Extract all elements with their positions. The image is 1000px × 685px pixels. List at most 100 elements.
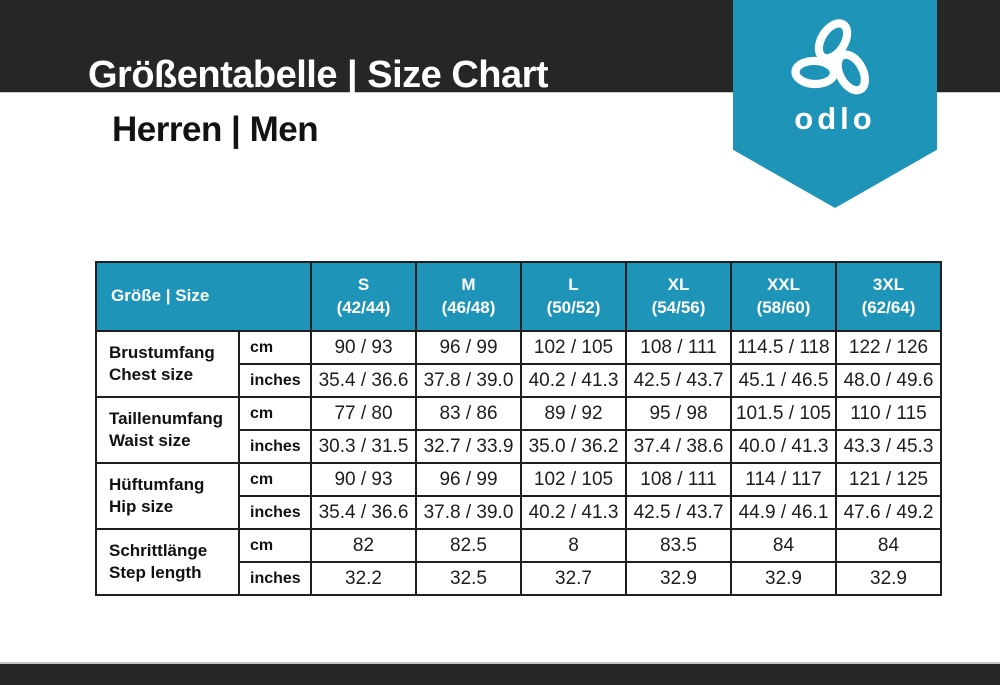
unit-cell: inches [238,495,312,530]
value-cell: 35.4 / 36.6 [310,363,417,398]
value-cell: 101.5 / 105 [730,396,837,431]
value-cell: 37.8 / 39.0 [415,363,522,398]
value-cell: 83.5 [625,528,732,563]
value-cell: 32.2 [310,561,417,596]
bottom-band [0,662,1000,685]
value-cell: 82 [310,528,417,563]
value-cell: 89 / 92 [520,396,627,431]
corner-header: Größe | Size [95,261,312,332]
size-table: Größe | Size S (42/44) M (46/48) L (50/5… [95,261,942,596]
size-column-header-xxl: XXL (58/60) [730,261,837,332]
value-cell: 44.9 / 46.1 [730,495,837,530]
value-cell: 42.5 / 43.7 [625,495,732,530]
value-cell: 102 / 105 [520,462,627,497]
size-label: L [568,274,579,294]
value-cell: 32.9 [625,561,732,596]
size-label: S [357,274,370,294]
value-cell: 82.5 [415,528,522,563]
size-range: (62/64) [861,297,916,317]
value-cell: 45.1 / 46.5 [730,363,837,398]
size-column-header-l: L (50/52) [520,261,627,332]
section-label-hip: Hüftumfang Hip size [95,462,240,530]
value-cell: 95 / 98 [625,396,732,431]
value-cell: 32.9 [730,561,837,596]
size-range: (42/44) [336,297,391,317]
table-row: inches 35.4 / 36.6 37.8 / 39.0 40.2 / 41… [96,495,942,530]
value-cell: 37.8 / 39.0 [415,495,522,530]
section-label-de: Hüftumfang [109,474,205,494]
size-range: (46/48) [441,297,496,317]
value-cell: 35.0 / 36.2 [520,429,627,464]
page-subtitle: Herren | Men [112,110,319,149]
size-label: XL [667,274,690,294]
value-cell: 102 / 105 [520,330,627,365]
value-cell: 121 / 125 [835,462,942,497]
value-cell: 32.7 / 33.9 [415,429,522,464]
value-cell: 32.5 [415,561,522,596]
table-header-row: Größe | Size S (42/44) M (46/48) L (50/5… [95,261,942,332]
size-column-header-m: M (46/48) [415,261,522,332]
value-cell: 40.2 / 41.3 [520,363,627,398]
unit-cell: inches [238,363,312,398]
table-row: Hüftumfang Hip size cm 90 / 93 96 / 99 1… [95,462,942,530]
section-label-waist: Taillenumfang Waist size [95,396,240,464]
value-cell: 48.0 / 49.6 [835,363,942,398]
section-label-en: Waist size [109,431,191,450]
section-label-de: Brustumfang [109,342,215,362]
section-label-chest: Brustumfang Chest size [95,330,240,398]
unit-cell: inches [238,429,312,464]
unit-cell: cm [238,528,312,563]
table-row: inches 30.3 / 31.5 32.7 / 33.9 35.0 / 36… [96,429,942,464]
value-cell: 122 / 126 [835,330,942,365]
size-range: (50/52) [546,297,601,317]
value-cell: 96 / 99 [415,462,522,497]
value-cell: 32.9 [835,561,942,596]
value-cell: 90 / 93 [310,330,417,365]
value-cell: 110 / 115 [835,396,942,431]
size-column-header-xl: XL (54/56) [625,261,732,332]
value-cell: 35.4 / 36.6 [310,495,417,530]
table-row: Schrittlänge Step length cm 82 82.5 8 83… [95,528,942,596]
table-row: Taillenumfang Waist size cm 77 / 80 83 /… [95,396,942,464]
value-cell: 32.7 [520,561,627,596]
brand-wordmark: odlo [794,101,876,136]
value-cell: 37.4 / 38.6 [625,429,732,464]
value-cell: 42.5 / 43.7 [625,363,732,398]
table-row: inches 32.2 32.5 32.7 32.9 32.9 32.9 [96,561,942,596]
unit-cell: inches [238,561,312,596]
size-label: XXL [766,274,801,294]
value-cell: 114 / 117 [730,462,837,497]
value-cell: 108 / 111 [625,330,732,365]
section-label-de: Taillenumfang [109,408,223,428]
unit-cell: cm [238,462,312,497]
value-cell: 108 / 111 [625,462,732,497]
value-cell: 96 / 99 [415,330,522,365]
table-row: Brustumfang Chest size cm 90 / 93 96 / 9… [95,330,942,398]
value-cell: 83 / 86 [415,396,522,431]
section-label-en: Chest size [109,365,194,384]
value-cell: 114.5 / 118 [730,330,837,365]
brand-ribbon: odlo [733,0,937,208]
section-label-de: Schrittlänge [109,540,208,560]
value-cell: 77 / 80 [310,396,417,431]
size-column-header-s: S (42/44) [310,261,417,332]
unit-cell: cm [238,396,312,431]
section-label-step: Schrittlänge Step length [95,528,240,596]
section-label-en: Step length [109,563,202,582]
value-cell: 30.3 / 31.5 [310,429,417,464]
value-cell: 8 [520,528,627,563]
value-cell: 40.2 / 41.3 [520,495,627,530]
value-cell: 84 [730,528,837,563]
table-row: inches 35.4 / 36.6 37.8 / 39.0 40.2 / 41… [96,363,942,398]
value-cell: 90 / 93 [310,462,417,497]
value-cell: 47.6 / 49.2 [835,495,942,530]
section-label-en: Hip size [109,497,174,516]
size-column-header-3xl: 3XL (62/64) [835,261,942,332]
value-cell: 40.0 / 41.3 [730,429,837,464]
odlo-knot-icon [791,19,869,95]
value-cell: 43.3 / 45.3 [835,429,942,464]
size-label: M [461,274,476,294]
size-range: (54/56) [651,297,706,317]
page-title: Größentabelle | Size Chart [88,54,549,96]
value-cell: 84 [835,528,942,563]
